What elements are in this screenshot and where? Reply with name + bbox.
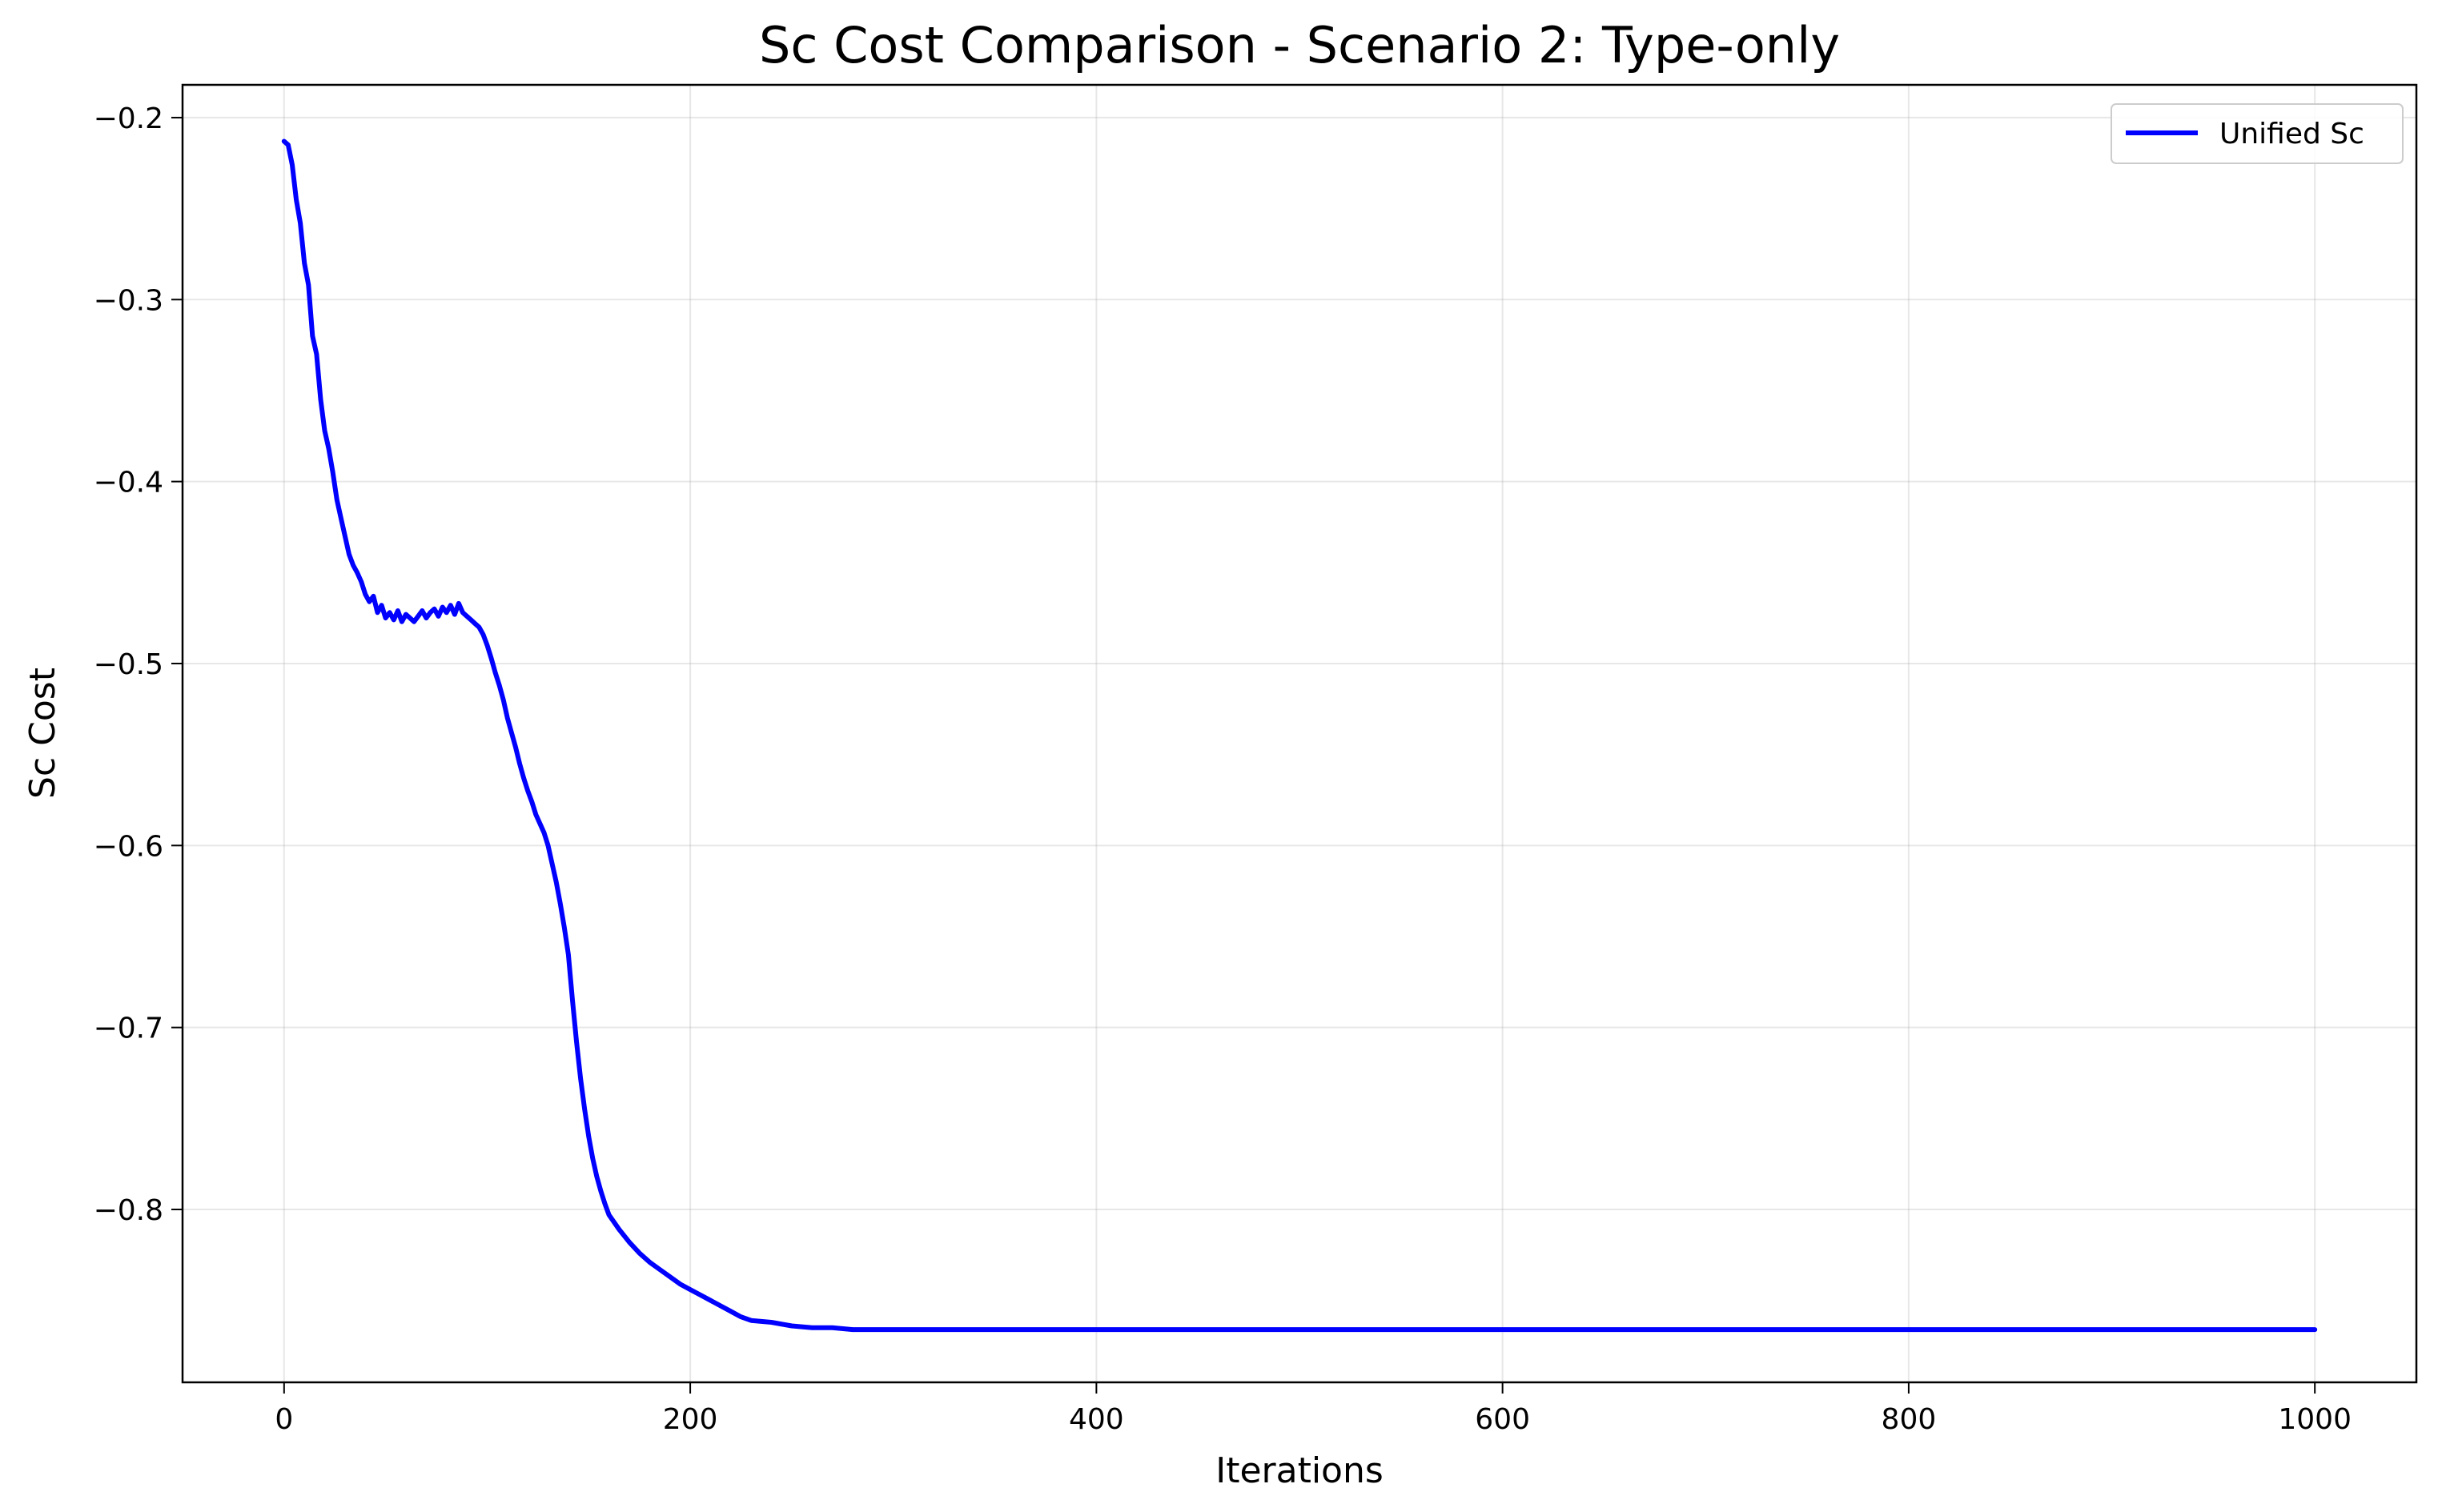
y-tick-label: −0.4 [94, 467, 163, 499]
x-tick-label: 0 [275, 1403, 293, 1436]
y-axis-ticks: −0.2 −0.3 −0.4 −0.5 −0.6 −0.7 −0.8 [94, 102, 183, 1227]
grid-lines [183, 85, 2416, 1382]
y-tick-label: −0.2 [94, 102, 163, 135]
x-tick-label: 200 [663, 1403, 718, 1436]
series-line-unified-sc [281, 138, 2318, 1333]
series-layer [281, 138, 2318, 1333]
x-tick-label: 600 [1475, 1403, 1530, 1436]
x-tick-label: 800 [1882, 1403, 1937, 1436]
axes-frame [181, 83, 2418, 1384]
legend: Unified Sc [2111, 103, 2404, 164]
x-axis-ticks: 0 200 400 600 800 1000 [275, 1382, 2352, 1436]
legend-label: Unified Sc [2219, 118, 2364, 150]
y-tick-label: −0.8 [94, 1194, 163, 1227]
x-axis-label: Iterations [1215, 1450, 1384, 1491]
x-tick-label: 1000 [2278, 1403, 2352, 1436]
y-tick-label: −0.3 [94, 284, 163, 317]
y-tick-label: −0.5 [94, 648, 163, 681]
chart-title: Sc Cost Comparison - Scenario 2: Type-on… [759, 16, 1840, 74]
y-axis-label: Sc Cost [22, 668, 63, 799]
x-tick-label: 400 [1069, 1403, 1124, 1436]
legend-box [2111, 103, 2404, 164]
y-tick-label: −0.6 [94, 830, 163, 863]
y-tick-label: −0.7 [94, 1013, 163, 1045]
